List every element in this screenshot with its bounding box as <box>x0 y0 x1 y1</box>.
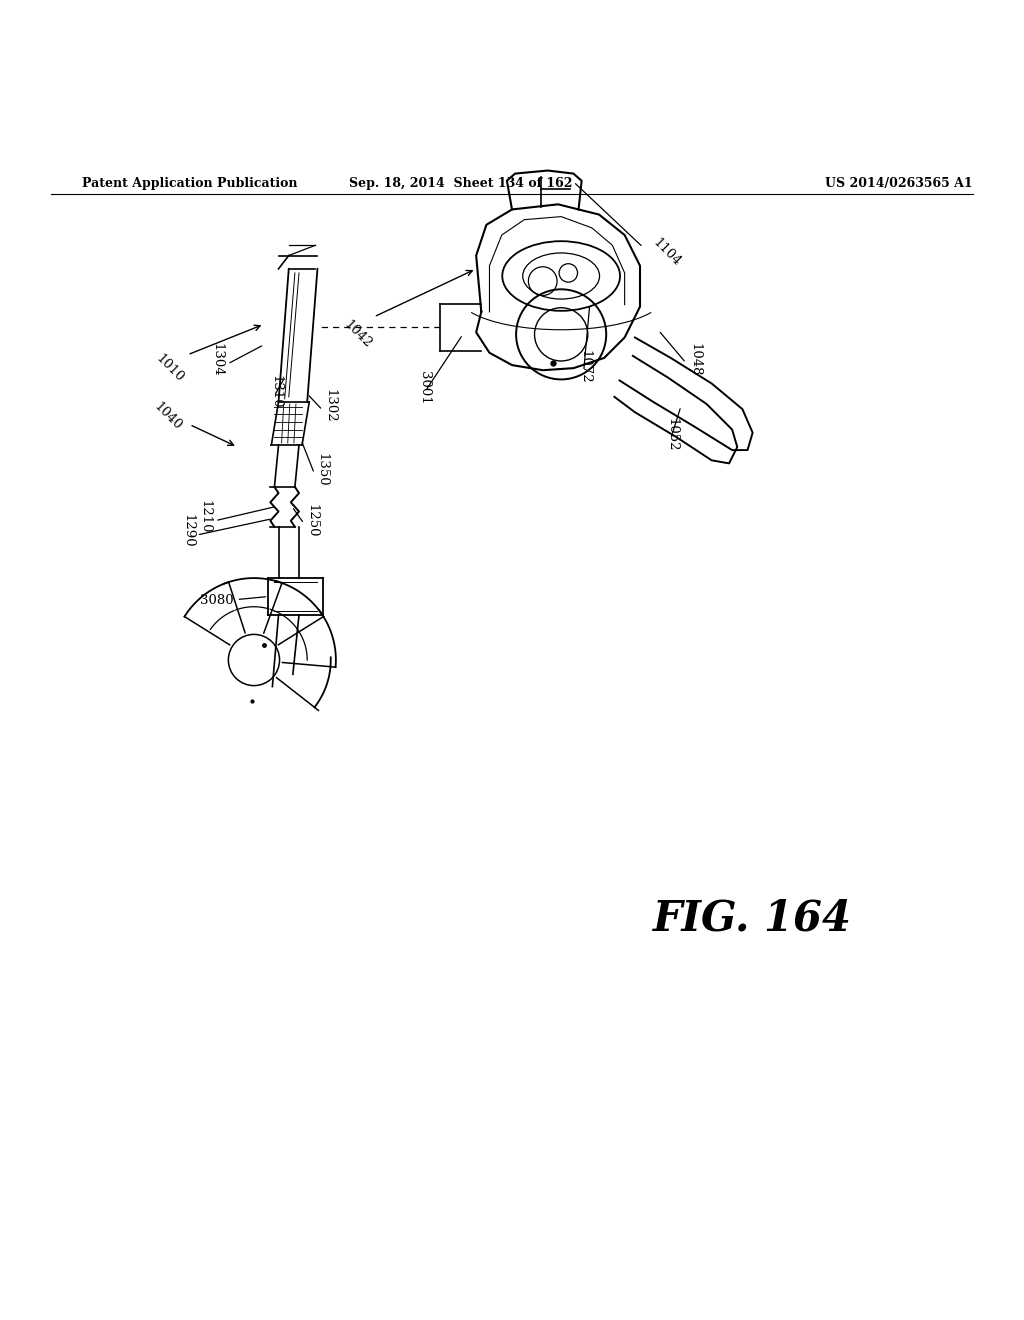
Text: Patent Application Publication: Patent Application Publication <box>82 177 297 190</box>
Text: 1304: 1304 <box>210 343 223 376</box>
Text: 1310: 1310 <box>269 375 283 408</box>
Text: 1290: 1290 <box>181 515 195 548</box>
Text: 3080: 3080 <box>200 594 233 607</box>
Text: 1010: 1010 <box>154 351 186 384</box>
Text: 1302: 1302 <box>324 389 337 422</box>
Text: 1052: 1052 <box>666 418 679 451</box>
Text: 1350: 1350 <box>315 453 329 486</box>
Text: 1042: 1042 <box>341 318 374 351</box>
Text: 1210: 1210 <box>198 500 211 533</box>
Text: Sep. 18, 2014  Sheet 134 of 162: Sep. 18, 2014 Sheet 134 of 162 <box>349 177 572 190</box>
Text: FIG. 164: FIG. 164 <box>653 898 852 939</box>
Text: 1048: 1048 <box>688 343 701 376</box>
Text: 1072: 1072 <box>579 350 592 384</box>
Text: 1040: 1040 <box>152 400 184 433</box>
Text: 1104: 1104 <box>650 236 683 269</box>
Text: 3001: 3001 <box>418 371 431 404</box>
Text: 1250: 1250 <box>305 504 318 537</box>
Text: US 2014/0263565 A1: US 2014/0263565 A1 <box>825 177 973 190</box>
